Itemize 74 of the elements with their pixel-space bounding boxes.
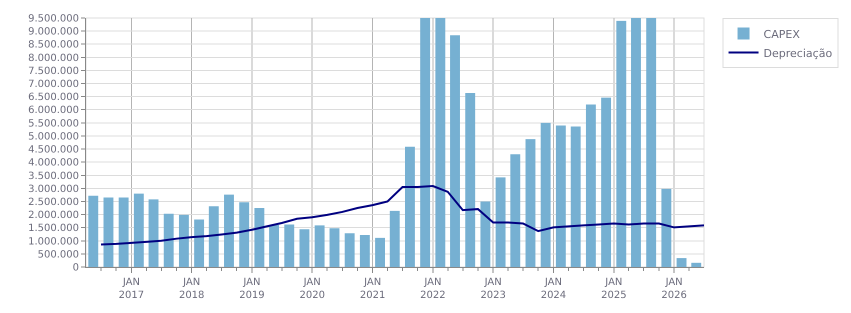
bar xyxy=(631,18,641,267)
bar xyxy=(540,122,551,267)
y-tick-label: 0 xyxy=(72,262,79,274)
bar xyxy=(194,220,204,267)
x-tick-label: JAN 2026 xyxy=(661,277,687,301)
x-tick-label: JAN 2021 xyxy=(360,277,386,301)
x-tick-label: JAN 2025 xyxy=(601,277,627,301)
legend-label: CAPEX xyxy=(764,28,800,41)
y-tick-label: 8.500.000 xyxy=(28,40,79,51)
bar xyxy=(556,125,566,267)
bar xyxy=(404,146,415,267)
bar xyxy=(510,154,520,267)
bar xyxy=(164,214,174,267)
y-tick-label: 6.000.000 xyxy=(28,105,79,116)
y-tick-label: 8.000.000 xyxy=(28,52,79,64)
y-tick-label: 6.500.000 xyxy=(28,92,79,104)
x-tick-label: JAN 2024 xyxy=(540,277,566,301)
bar xyxy=(330,228,340,267)
bar xyxy=(314,225,325,267)
bar xyxy=(239,202,250,267)
bar xyxy=(616,20,626,267)
x-tick-label: JAN 2019 xyxy=(239,277,265,301)
bar xyxy=(570,126,581,267)
y-tick-label: 2.000.000 xyxy=(28,210,79,222)
y-tick-label: 1.500.000 xyxy=(28,223,79,234)
bar xyxy=(390,210,400,267)
y-tick-label: 9.000.000 xyxy=(28,26,79,38)
bar xyxy=(420,18,430,267)
y-tick-label: 9.500.000 xyxy=(28,14,79,24)
bar xyxy=(134,194,144,267)
y-tick-label: 7.500.000 xyxy=(28,66,79,77)
bar xyxy=(375,238,386,267)
bar xyxy=(344,233,355,267)
bar xyxy=(676,258,686,267)
bar xyxy=(496,177,506,267)
bar xyxy=(269,225,280,267)
bar xyxy=(104,198,114,267)
bar xyxy=(586,104,596,267)
y-tick-label: 4.000.000 xyxy=(28,158,79,169)
bar xyxy=(450,35,460,267)
bar xyxy=(435,18,446,267)
bar xyxy=(691,262,702,267)
y-tick-label: 2.500.000 xyxy=(28,196,79,208)
bar xyxy=(601,98,612,267)
bar xyxy=(208,206,219,267)
y-tick-label: 5.000.000 xyxy=(28,131,79,142)
y-tick-label: 5.500.000 xyxy=(28,118,79,130)
y-tick-label: 3.000.000 xyxy=(28,184,79,195)
bar xyxy=(465,92,476,267)
legend-label: Depreciação xyxy=(764,46,832,60)
y-tick-label: 1.000.000 xyxy=(28,236,79,248)
bar xyxy=(224,194,234,267)
bar xyxy=(661,188,672,267)
x-tick-label: JAN 2022 xyxy=(420,277,446,301)
x-tick-label: JAN 2017 xyxy=(118,277,144,301)
bar xyxy=(254,208,264,267)
bar xyxy=(284,224,294,267)
y-tick-label: 7.000.000 xyxy=(28,79,79,90)
bar xyxy=(299,229,310,267)
line-series xyxy=(100,185,704,246)
bar xyxy=(178,214,189,267)
bar xyxy=(646,18,656,267)
x-tick-label: JAN 2023 xyxy=(480,277,506,301)
x-tick-label: JAN 2018 xyxy=(178,277,204,301)
bar xyxy=(360,235,370,267)
y-tick-label: 500.000 xyxy=(38,249,79,260)
y-tick-label: 4.500.000 xyxy=(28,144,79,156)
bar xyxy=(118,198,129,267)
x-tick-label: JAN 2020 xyxy=(299,277,325,301)
bar xyxy=(88,196,98,267)
bar xyxy=(148,199,158,267)
bar xyxy=(526,139,536,267)
y-tick-label: 3.500.000 xyxy=(28,170,79,182)
bar xyxy=(480,201,490,267)
